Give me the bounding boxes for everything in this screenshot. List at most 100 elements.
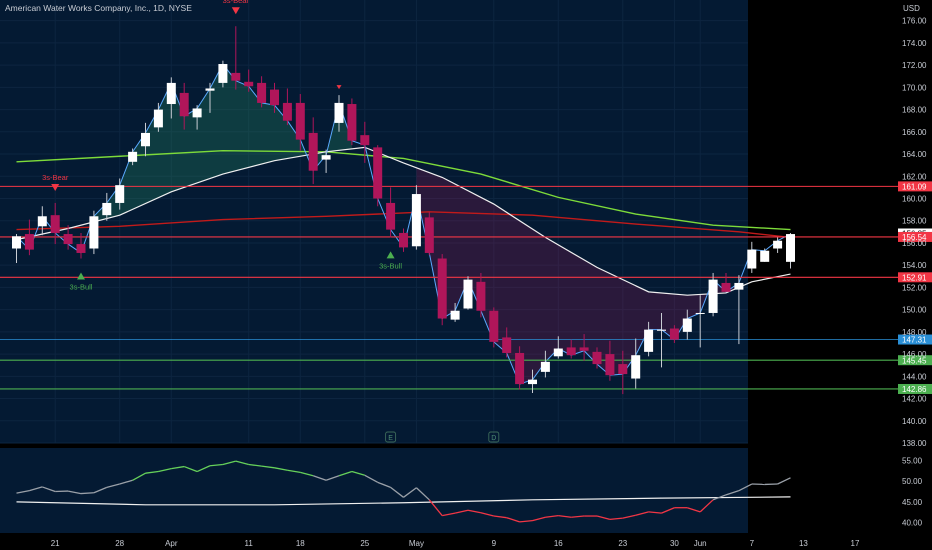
candle-body [631,355,641,379]
x-tick-label: 9 [492,539,497,548]
osc-line-segment [93,486,108,494]
candle-body [695,312,705,314]
osc-line-segment [338,470,353,477]
osc-line-segment [442,512,456,517]
candle-body [295,102,305,140]
x-tick-label: 30 [670,539,679,548]
ma-mid-line [16,146,791,296]
event-marker [385,431,397,443]
candle-body [50,215,60,233]
osc-line-segment [248,463,262,467]
candle-body [12,236,21,249]
candle-body [347,104,357,141]
candle-body [360,135,370,146]
candle-body [102,202,112,216]
osc-line-segment [158,467,172,473]
y-tick-label: 156.00 [902,239,927,248]
osc-line-segment [687,507,701,513]
x-tick-label: 18 [296,539,305,548]
y-tick-label: 162.00 [902,172,927,181]
candle-body [450,310,460,320]
y-tick-label: 146.00 [902,350,927,359]
osc-line-segment [454,509,469,514]
ma-slow-green-line [16,150,791,231]
candle-body [424,217,434,253]
osc-line-segment [67,490,82,495]
x-tick-label: 23 [618,539,627,548]
candle-body [618,364,628,375]
currency-label: USD [903,4,920,13]
osc-line-segment [183,465,198,473]
osc-line-segment [390,486,404,498]
candle-body [463,279,473,309]
cloud-area [93,64,352,222]
level-price-tag [898,231,932,242]
level-price-label: 142.86 [902,385,927,394]
osc-line-segment [622,514,636,519]
osc-line-segment [777,477,791,485]
level-price-tag [898,272,932,283]
bull-signal-label: 3s-Bull [70,283,93,292]
osc-line-segment [325,475,340,481]
osc-line-segment [196,465,211,473]
y-tick-label: 168.00 [902,106,927,115]
y-tick-label: 142.00 [902,395,927,404]
candle-body [89,216,99,249]
candle-body [657,329,666,331]
level-price-label: 161.09 [902,183,927,192]
osc-line-segment [738,483,753,492]
osc-line-segment [609,517,623,521]
candle-body [502,337,512,353]
osc-line-segment [428,499,443,517]
level-price-tag [898,383,932,394]
y-tick-label: 148.00 [902,328,927,337]
candle-body [682,318,692,332]
x-tick-label: 21 [51,539,60,548]
level-price-label: 145.45 [902,356,927,365]
candle-body [257,82,267,103]
candle-body [734,282,744,290]
x-tick-label: 11 [245,539,254,548]
osc-line-segment [145,470,159,474]
bear-signal-label: 3s-Bear [42,173,69,182]
osc-line-segment [42,486,56,493]
level-price-tag [898,181,932,192]
osc-line-segment [493,515,507,519]
osc-line-segment [519,519,533,523]
bear-signal-arrow [336,85,342,90]
candle-body [192,108,202,118]
osc-line-segment [351,470,365,476]
x-tick-label: Jun [694,539,707,548]
candle-body [437,258,447,319]
candle-body [321,155,331,160]
candle-body [205,88,215,91]
bear-signal-label: 3s-Bear [223,0,250,5]
candle-body [115,185,125,203]
candle-body [179,92,189,117]
candle-body [476,281,486,311]
osc-line-segment [558,514,572,518]
osc-line-segment [403,487,417,498]
candle-body [540,361,550,372]
candle-body [708,279,718,313]
y-tick-label: 158.00 [902,217,927,226]
y-tick-label: 166.00 [902,128,927,137]
candle-body [141,132,150,147]
bull-signal-label: 3s-Bull [379,261,402,270]
osc-line-segment [648,511,662,514]
osc-line-segment [287,469,301,474]
osc-line-segment [699,499,714,513]
osc-line-segment [300,471,314,477]
y-tick-label: 152.00 [902,283,927,292]
osc-line-segment [712,494,727,501]
osc-line-segment [222,460,236,466]
osc-line-segment [480,512,494,517]
oscillator-panel-background [0,448,748,533]
candle-body [63,234,73,245]
candle-body [76,244,86,253]
candle-body [669,328,679,340]
osc-line-segment [635,511,649,516]
osc-line-segment [29,486,43,492]
candle-body [244,81,254,87]
